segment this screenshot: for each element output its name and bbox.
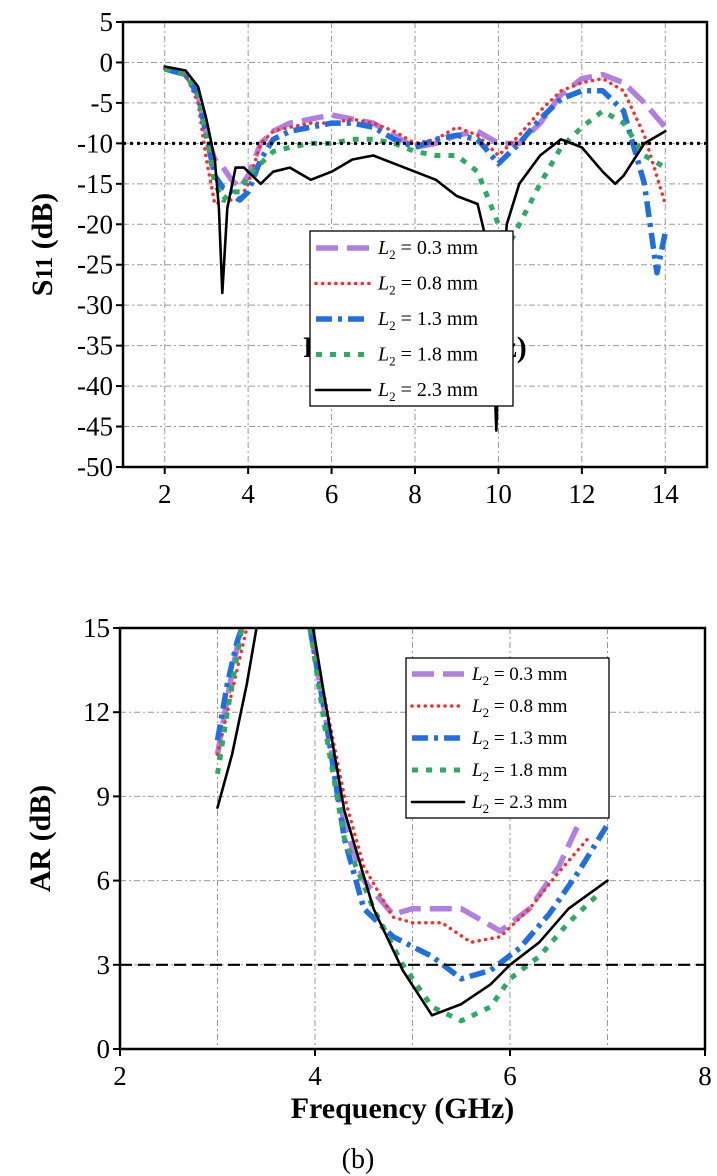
legend-var-sub: 2 xyxy=(483,801,490,816)
legend-label-3: L2 = 1.3 mm xyxy=(471,728,568,752)
y-tick-label: -40 xyxy=(77,371,113,401)
series-line-1 xyxy=(163,66,668,191)
legend-var: L xyxy=(377,237,389,259)
y-axis-label: AR (dB) xyxy=(24,785,57,893)
legend-var: L xyxy=(377,379,389,401)
series-line-5 xyxy=(216,628,258,809)
legend-var: L xyxy=(471,792,483,813)
legend-value: = 2.3 mm xyxy=(489,792,567,813)
legend-var: L xyxy=(471,760,483,781)
y-tick-label: 3 xyxy=(97,950,111,980)
legend-var-sub: 2 xyxy=(389,318,396,333)
series-group xyxy=(162,65,668,432)
x-tick-label: 10 xyxy=(485,479,512,509)
legend-box xyxy=(405,657,610,819)
legend-var: L xyxy=(471,696,483,717)
legend-value: = 1.3 mm xyxy=(396,308,479,330)
x-tick-label: 14 xyxy=(652,479,680,509)
chart-a: 2 4 6 8 10 12 14 5 0 -5 -10 -15 -20 -25 -30 -35 -40 -45 -5… xyxy=(26,7,709,509)
y-axis-label-sub: 11 xyxy=(32,257,58,280)
legend-value: = 0.3 mm xyxy=(489,664,567,685)
y-tick-label: 5 xyxy=(100,7,114,37)
y-tick-label: 6 xyxy=(97,866,111,896)
legend-value: = 2.3 mm xyxy=(396,379,479,401)
legend-label-4: L2 = 1.8 mm xyxy=(377,344,478,369)
x-tick-label: 2 xyxy=(158,479,172,509)
panel-caption: (b) xyxy=(342,1144,375,1175)
legend-value: = 1.3 mm xyxy=(489,728,567,749)
y-tick-label: -10 xyxy=(77,128,113,158)
legend-var: L xyxy=(377,273,389,295)
legend-value: = 1.8 mm xyxy=(396,344,479,366)
x-axis-label: Frequency (GHz) xyxy=(291,1092,515,1125)
legend-var-sub: 2 xyxy=(389,354,396,369)
legend-box xyxy=(309,230,514,407)
y-tick-label: 15 xyxy=(83,613,110,643)
legend-label-2: L2 = 0.8 mm xyxy=(377,273,478,298)
x-tick-label: 8 xyxy=(698,1061,712,1091)
legend-var-sub: 2 xyxy=(483,737,490,752)
x-tick-label: 2 xyxy=(113,1061,127,1091)
legend-var-sub: 2 xyxy=(389,389,396,404)
legend-value: = 0.8 mm xyxy=(489,696,567,717)
legend-value: = 1.8 mm xyxy=(489,760,567,781)
legend-var-sub: 2 xyxy=(483,673,490,688)
y-tick-label: -25 xyxy=(77,250,113,280)
y-axis-label: S11 (dB) xyxy=(26,193,59,297)
legend-var-sub: 2 xyxy=(389,283,396,298)
y-tick-label: 0 xyxy=(100,47,114,77)
y-axis-label-unit: (dB) xyxy=(26,193,59,257)
y-tick-label: -20 xyxy=(77,209,113,239)
series-line-3 xyxy=(307,628,610,982)
legend-value: = 0.3 mm xyxy=(396,237,479,259)
y-tick-label: -50 xyxy=(77,452,113,482)
legend-label-1: L2 = 0.3 mm xyxy=(377,237,478,262)
plot-frame xyxy=(118,626,707,1051)
y-axis-label-main: S xyxy=(26,280,59,297)
y-tick-label: 0 xyxy=(97,1034,111,1064)
legend-label-5: L2 = 2.3 mm xyxy=(377,379,478,404)
y-tick-label: -5 xyxy=(91,88,114,118)
y-tick-label: 12 xyxy=(83,697,110,727)
legend-label-3: L2 = 1.3 mm xyxy=(377,308,478,333)
x-tick-label: 4 xyxy=(241,479,255,509)
x-tick-label: 6 xyxy=(325,479,339,509)
y-tick-label: -35 xyxy=(77,331,113,361)
legend-var-sub: 2 xyxy=(483,705,490,720)
legend-label-2: L2 = 0.8 mm xyxy=(471,696,568,720)
x-tick-label: 12 xyxy=(568,479,595,509)
legend-value: = 0.8 mm xyxy=(396,273,479,295)
x-tick-label: 6 xyxy=(503,1061,517,1091)
series-line-2 xyxy=(308,628,590,945)
legend-label-1: L2 = 0.3 mm xyxy=(471,664,568,688)
y-tick-label: -15 xyxy=(77,169,113,199)
legend-var-sub: 2 xyxy=(389,247,396,262)
legend-var: L xyxy=(471,664,483,685)
x-tick-label: 8 xyxy=(408,479,422,509)
series-line-3 xyxy=(163,66,668,276)
legend-var: L xyxy=(471,728,483,749)
chart-b: 2 4 6 8 0 3 6 9 12 15 Frequency (GHz) AR (dB) (b) L2 … xyxy=(24,613,712,1175)
y-tick-label: -45 xyxy=(77,412,113,442)
series-line-4 xyxy=(164,66,667,251)
legend-var: L xyxy=(377,344,389,366)
series-line-5 xyxy=(311,628,609,1017)
y-tick-label: 9 xyxy=(97,781,111,811)
x-tick-label: 4 xyxy=(308,1061,322,1091)
legend-var-sub: 2 xyxy=(483,769,490,784)
series-line-5 xyxy=(163,65,667,432)
legend-var: L xyxy=(377,308,389,330)
series-group xyxy=(214,628,610,1024)
y-tick-label: -30 xyxy=(77,290,113,320)
series-line-4 xyxy=(215,628,245,775)
series-line-4 xyxy=(307,628,600,1024)
legend-label-4: L2 = 1.8 mm xyxy=(471,760,568,784)
legend-label-5: L2 = 2.3 mm xyxy=(471,792,568,816)
